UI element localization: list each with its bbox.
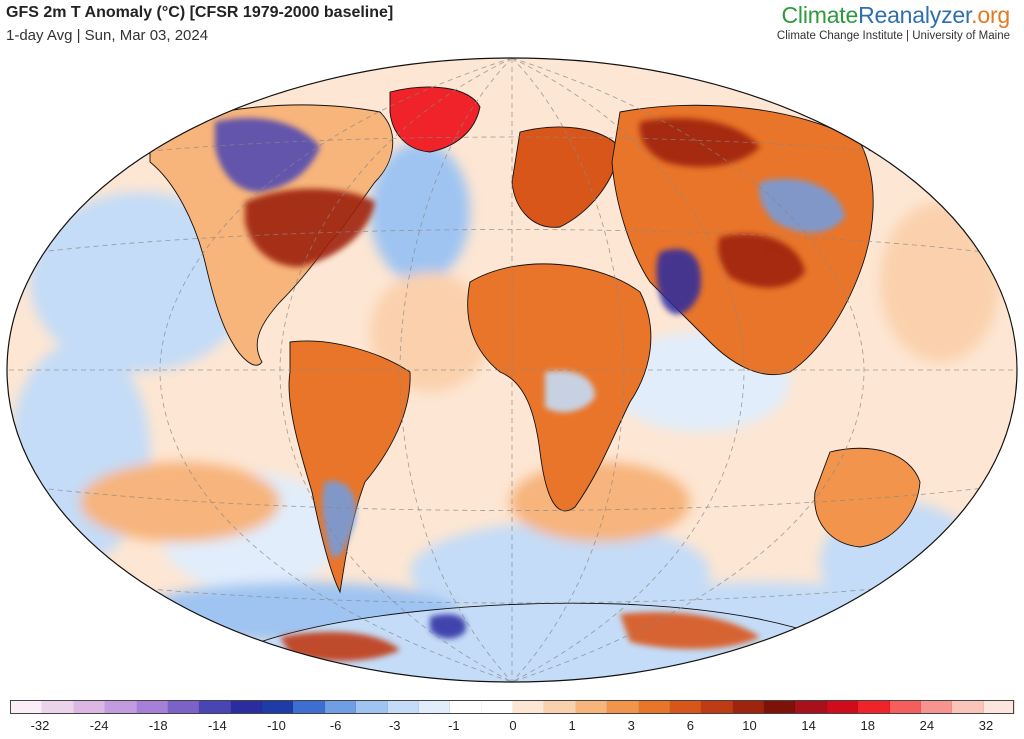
north-america-warm (245, 188, 375, 267)
legend-swatch (574, 700, 608, 714)
legend-tick-label: -18 (148, 718, 168, 733)
antarctica-cold (430, 614, 466, 639)
north-america-cold (215, 118, 320, 192)
greenland (389, 86, 481, 153)
legend-swatch (386, 700, 419, 714)
mongolia-cold (758, 178, 845, 233)
legend-swatch (668, 700, 702, 714)
legend-tick-label: -1 (448, 718, 460, 733)
legend-frame (10, 700, 1014, 714)
legend-swatch (731, 700, 764, 714)
legend-swatch (41, 700, 74, 714)
south-america-cool (322, 481, 356, 558)
brand-logo-part1: Climate (781, 2, 859, 28)
antarctica-warm-west (280, 631, 400, 662)
legend-swatch (166, 700, 200, 714)
legend-tick-label: 24 (919, 718, 935, 733)
legend-tick-label: -10 (267, 718, 286, 733)
legend-swatch (857, 700, 890, 714)
legend-tick-label: 18 (860, 718, 875, 733)
legend-swatch (261, 700, 294, 714)
color-legend (10, 700, 1015, 714)
legend-swatch (700, 700, 733, 714)
legend-tick-label: 1 (568, 718, 576, 733)
legend-tick-label: 32 (978, 718, 994, 733)
antarctica-warm-east (620, 612, 760, 649)
legend-swatch (982, 700, 1015, 714)
australia (814, 447, 921, 548)
central-asia-cold (656, 248, 701, 315)
legend-tick-label: 14 (801, 718, 816, 733)
legend-swatch (951, 700, 984, 714)
legend-swatch (763, 700, 796, 714)
legend-swatch (229, 700, 262, 714)
legend-swatch (637, 700, 670, 714)
legend-swatch (104, 700, 137, 714)
europe (511, 126, 621, 228)
south-america (288, 340, 411, 594)
legend-swatch (323, 700, 357, 714)
legend-swatch (606, 700, 639, 714)
legend-swatch (449, 700, 482, 714)
legend-tick-label: 3 (627, 718, 635, 733)
world-map-svg (6, 57, 1018, 683)
legend-tick-label: -14 (207, 718, 227, 733)
globe-outline (6, 57, 1018, 683)
legend-swatch (72, 700, 106, 714)
legend-tick-label: -24 (89, 718, 109, 733)
map-subtitle: 1-day Avg | Sun, Mar 03, 2024 (6, 27, 209, 44)
climate-reanalyzer-logo[interactable]: ClimateReanalyzer.org Climate Change Ins… (777, 2, 1010, 42)
legend-tick-label: 0 (509, 718, 517, 733)
graticule (7, 58, 1017, 682)
legend-swatch (10, 700, 43, 714)
legend-swatch (794, 700, 827, 714)
brand-logo-text: ClimateReanalyzer.org (777, 2, 1011, 29)
legend-swatch (198, 700, 231, 714)
legend-swatch (417, 700, 451, 714)
legend-swatch (512, 700, 545, 714)
legend-swatch (825, 700, 859, 714)
legend-swatch (135, 700, 168, 714)
legend-swatch (919, 700, 953, 714)
brand-tagline: Climate Change Institute | University of… (776, 30, 1010, 42)
legend-swatch (355, 700, 388, 714)
brand-logo-part3: .org (971, 2, 1010, 28)
globe (7, 58, 1017, 682)
legend-swatch (480, 700, 513, 714)
legend-swatch (292, 700, 325, 714)
legend-swatch (543, 700, 576, 714)
brand-logo-part2: Reanalyzer (858, 2, 972, 28)
legend-tick-label: -6 (329, 718, 342, 733)
tibet-hot (718, 233, 805, 288)
legend-swatch (888, 700, 921, 714)
legend-tick-label: 6 (686, 718, 694, 733)
map-title: GFS 2m T Anomaly (°C) [CFSR 1979-2000 ba… (6, 4, 394, 21)
anomaly-map (0, 52, 1024, 687)
legend-tick-label: 10 (742, 718, 757, 733)
legend-tick-label: -32 (30, 718, 50, 733)
legend-tick-label: -3 (388, 718, 401, 733)
africa-cool (545, 370, 595, 413)
siberia-hot (639, 118, 760, 167)
